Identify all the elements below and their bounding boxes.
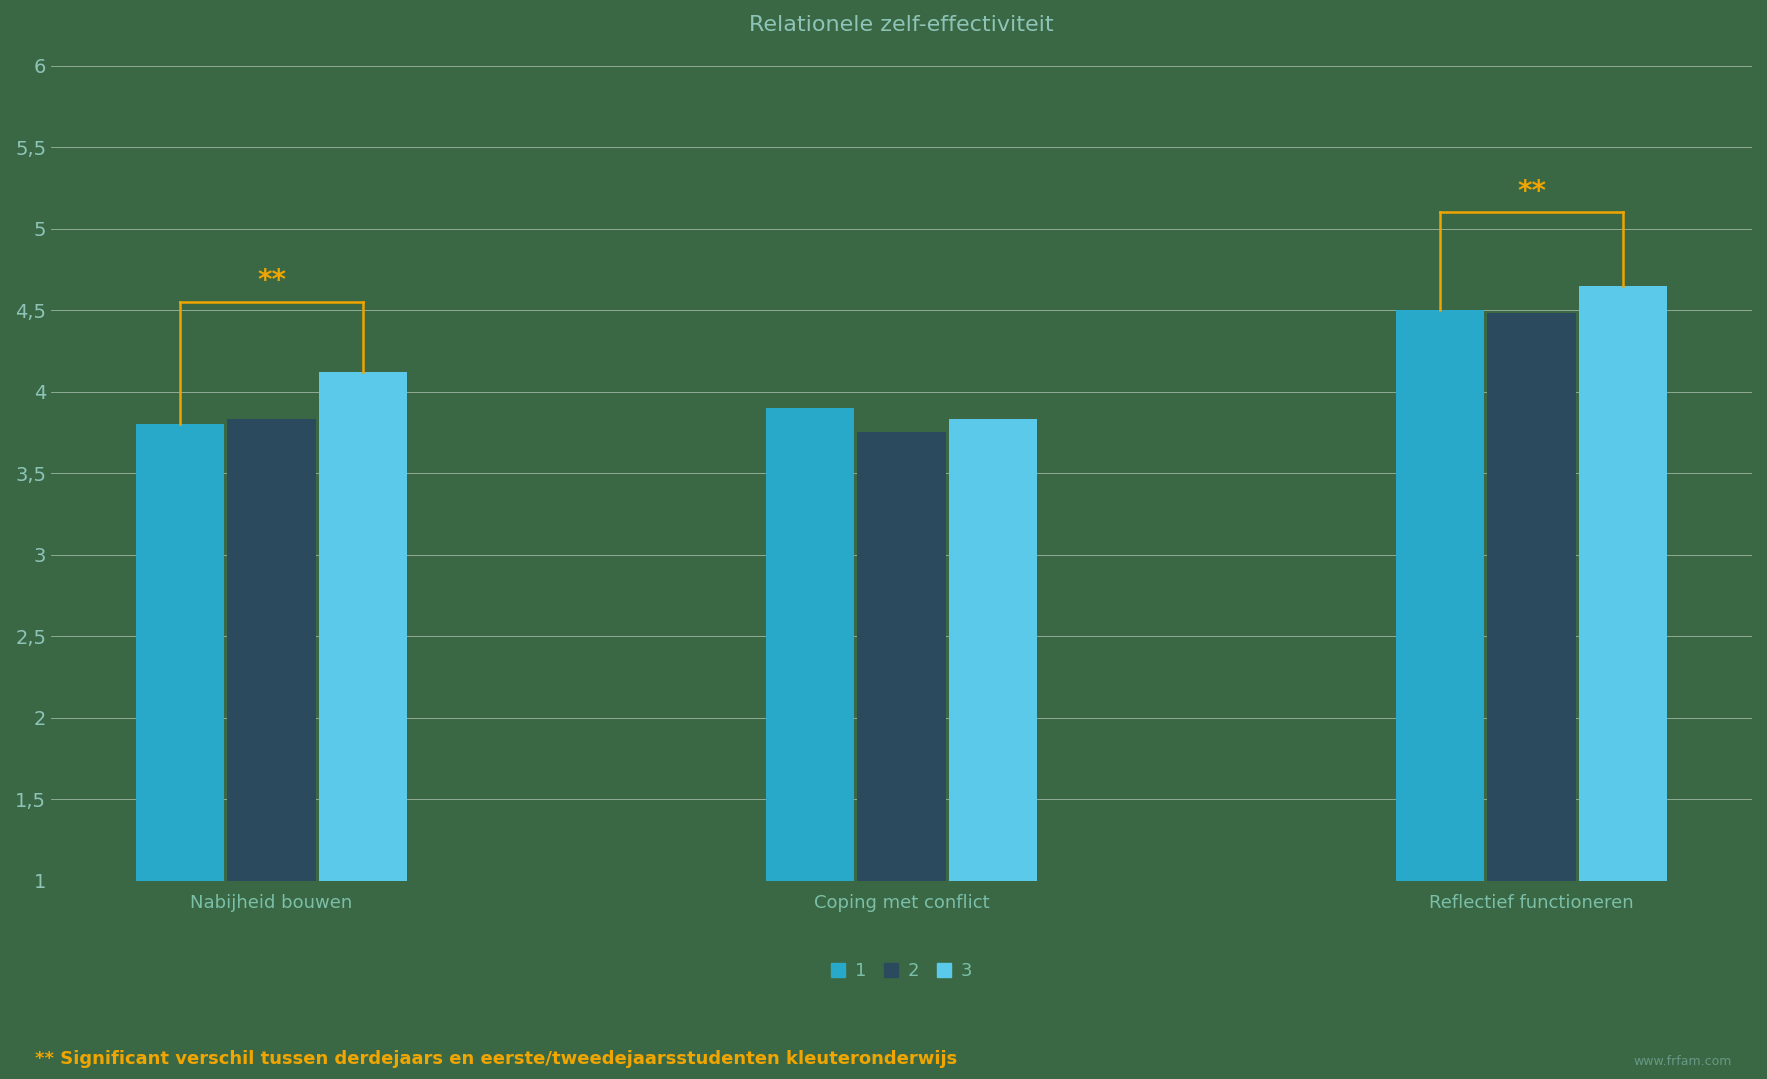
Bar <box>857 433 945 880</box>
Bar <box>1578 286 1666 880</box>
Text: ** Significant verschil tussen derdejaars en eerste/tweedejaarsstudenten kleuter: ** Significant verschil tussen derdejaar… <box>35 1050 958 1068</box>
Title: Relationele zelf-effectiviteit: Relationele zelf-effectiviteit <box>749 15 1053 35</box>
Bar <box>1488 313 1576 880</box>
Bar <box>767 408 853 880</box>
Bar <box>228 420 316 880</box>
Text: www.frfam.com: www.frfam.com <box>1633 1055 1732 1068</box>
Text: **: ** <box>256 268 286 296</box>
Bar <box>136 424 224 880</box>
Bar <box>949 420 1037 880</box>
Text: **: ** <box>1518 178 1546 206</box>
Bar <box>318 372 406 880</box>
Bar <box>1396 310 1484 880</box>
Legend: 1, 2, 3: 1, 2, 3 <box>823 955 979 987</box>
